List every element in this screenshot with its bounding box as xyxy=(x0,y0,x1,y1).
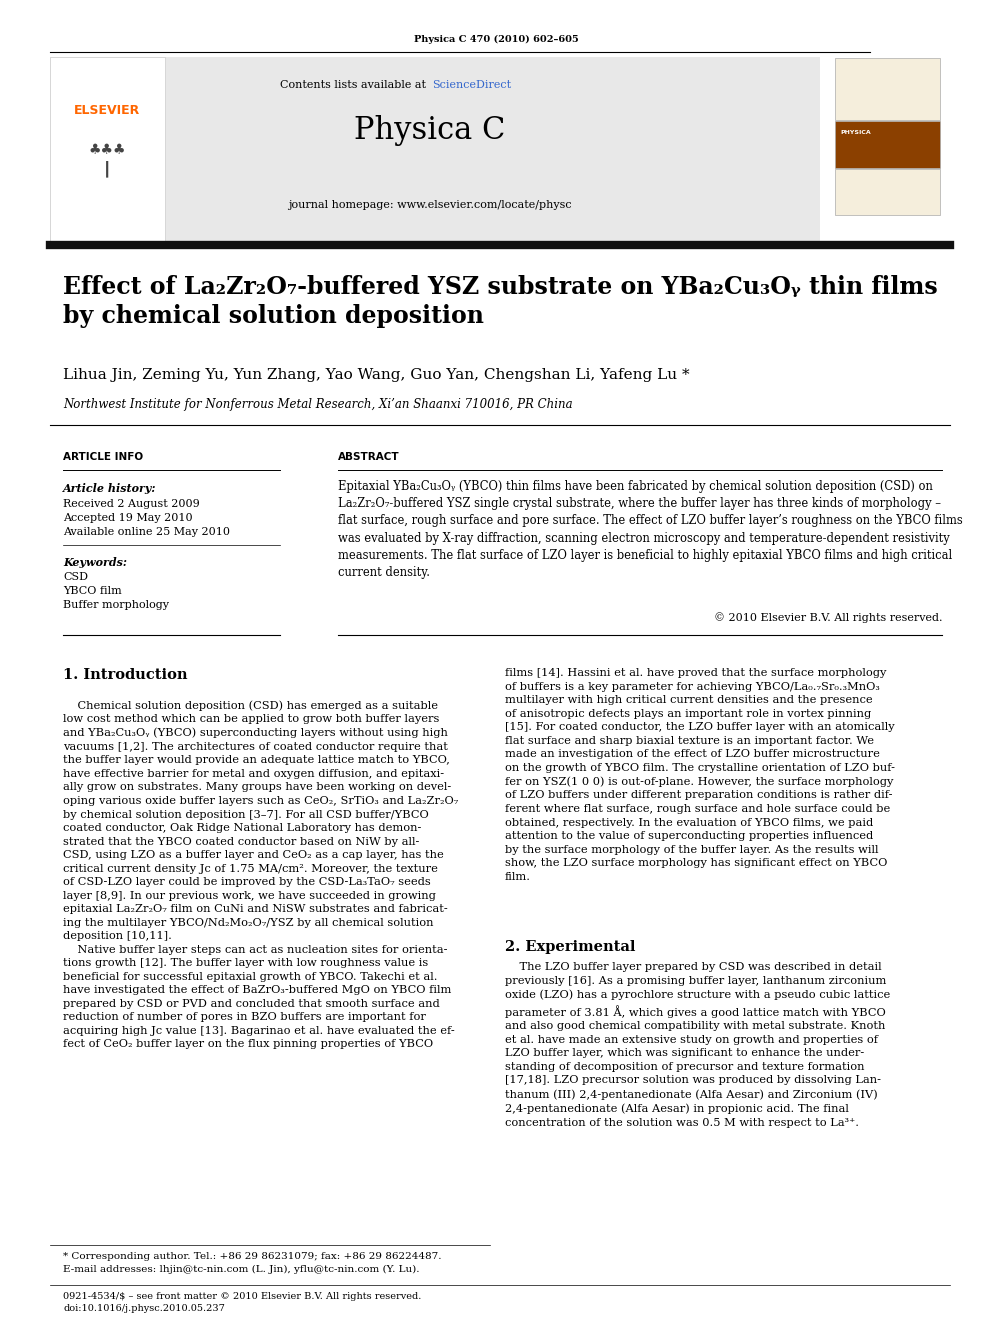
Text: PHYSICA: PHYSICA xyxy=(840,130,871,135)
Text: Physica C 470 (2010) 602–605: Physica C 470 (2010) 602–605 xyxy=(414,34,578,44)
Bar xyxy=(835,120,940,168)
Text: CSD: CSD xyxy=(63,572,88,582)
Text: ARTICLE INFO: ARTICLE INFO xyxy=(63,452,143,462)
Text: Contents lists available at: Contents lists available at xyxy=(281,79,430,90)
Bar xyxy=(50,57,820,243)
Text: films [14]. Hassini et al. have proved that the surface morphology
of buffers is: films [14]. Hassini et al. have proved t… xyxy=(505,668,895,881)
Text: * Corresponding author. Tel.: +86 29 86231079; fax: +86 29 86224487.: * Corresponding author. Tel.: +86 29 862… xyxy=(63,1252,441,1261)
Text: Buffer morphology: Buffer morphology xyxy=(63,601,169,610)
Text: Accepted 19 May 2010: Accepted 19 May 2010 xyxy=(63,513,192,523)
Text: The LZO buffer layer prepared by CSD was described in detail
previously [16]. As: The LZO buffer layer prepared by CSD was… xyxy=(505,962,890,1127)
Text: journal homepage: www.elsevier.com/locate/physc: journal homepage: www.elsevier.com/locat… xyxy=(289,200,571,210)
Bar xyxy=(835,169,940,216)
Text: Keywords:: Keywords: xyxy=(63,557,127,568)
Text: Effect of La₂Zr₂O₇-buffered YSZ substrate on YBa₂Cu₃Oᵧ thin films
by chemical so: Effect of La₂Zr₂O₇-buffered YSZ substrat… xyxy=(63,275,937,328)
Text: Epitaxial YBa₂Cu₃Oᵧ (YBCO) thin films have been fabricated by chemical solution : Epitaxial YBa₂Cu₃Oᵧ (YBCO) thin films ha… xyxy=(338,480,963,579)
Text: E-mail addresses: lhjin@tc-nin.com (L. Jin), yflu@tc-nin.com (Y. Lu).: E-mail addresses: lhjin@tc-nin.com (L. J… xyxy=(63,1265,420,1274)
Text: Lihua Jin, Zeming Yu, Yun Zhang, Yao Wang, Guo Yan, Chengshan Li, Yafeng Lu *: Lihua Jin, Zeming Yu, Yun Zhang, Yao Wan… xyxy=(63,368,689,382)
Bar xyxy=(835,58,940,120)
Text: Received 2 August 2009: Received 2 August 2009 xyxy=(63,499,199,509)
Text: ELSEVIER: ELSEVIER xyxy=(73,103,140,116)
Text: doi:10.1016/j.physc.2010.05.237: doi:10.1016/j.physc.2010.05.237 xyxy=(63,1304,225,1312)
Text: ScienceDirect: ScienceDirect xyxy=(432,79,511,90)
Text: Northwest Institute for Nonferrous Metal Research, Xi’an Shaanxi 710016, PR Chin: Northwest Institute for Nonferrous Metal… xyxy=(63,398,572,411)
Text: YBCO film: YBCO film xyxy=(63,586,122,595)
Text: Physica C: Physica C xyxy=(354,115,506,146)
Text: © 2010 Elsevier B.V. All rights reserved.: © 2010 Elsevier B.V. All rights reserved… xyxy=(713,613,942,623)
Text: Article history:: Article history: xyxy=(63,483,157,493)
Bar xyxy=(50,57,165,243)
Text: ♣♣♣
┃: ♣♣♣ ┃ xyxy=(88,143,126,176)
Text: Chemical solution deposition (CSD) has emerged as a suitable
low cost method whi: Chemical solution deposition (CSD) has e… xyxy=(63,700,458,1049)
Text: 0921-4534/$ – see front matter © 2010 Elsevier B.V. All rights reserved.: 0921-4534/$ – see front matter © 2010 El… xyxy=(63,1293,422,1301)
Text: ABSTRACT: ABSTRACT xyxy=(338,452,400,462)
Text: 1. Introduction: 1. Introduction xyxy=(63,668,187,681)
Text: 2. Experimental: 2. Experimental xyxy=(505,941,636,954)
Text: Available online 25 May 2010: Available online 25 May 2010 xyxy=(63,527,230,537)
